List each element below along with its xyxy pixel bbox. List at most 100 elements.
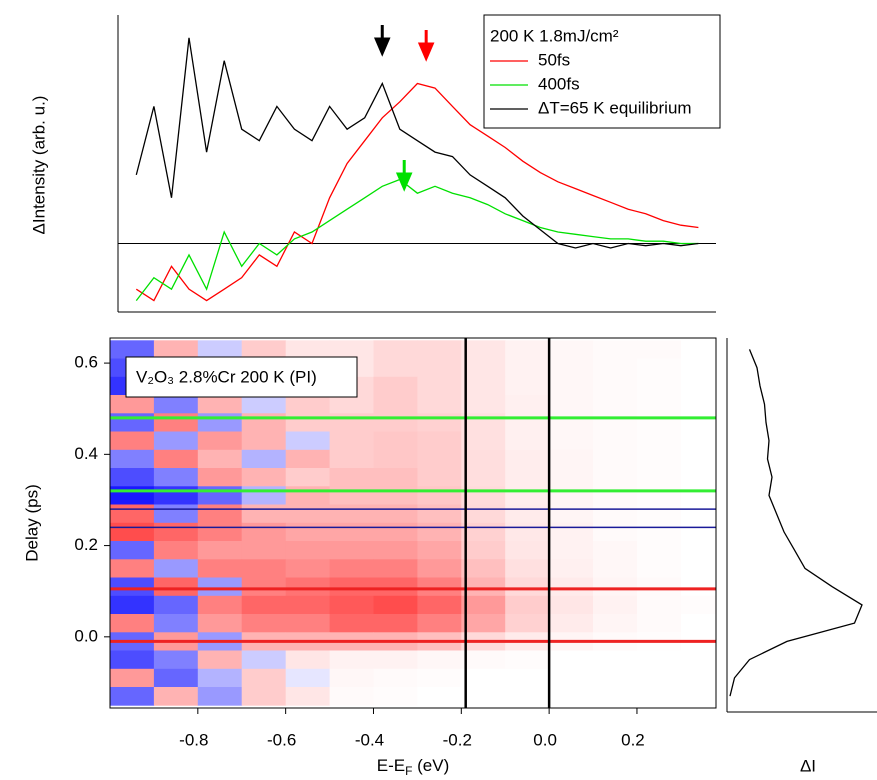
- x-tick-label: -0.8: [179, 730, 208, 749]
- heatmap-cell: [241, 468, 287, 487]
- heatmap-cell: [285, 614, 331, 633]
- heatmap-cell: [153, 431, 199, 451]
- heatmap-cell: [153, 522, 199, 542]
- heatmap-cell: [549, 504, 594, 524]
- heatmap-cell: [461, 541, 506, 560]
- heatmap-cell: [153, 413, 199, 432]
- heatmap-cell: [593, 486, 638, 505]
- heatmap-cell: [680, 614, 716, 633]
- heatmap-cell: [680, 559, 716, 578]
- x-label-main: E-E: [377, 756, 405, 775]
- heatmap-cell: [505, 431, 550, 451]
- heatmap-cell: [373, 358, 418, 378]
- heatmap-cell: [549, 668, 594, 688]
- heatmap-cell: [417, 650, 462, 670]
- heatmap-cell: [110, 504, 155, 524]
- heatmap-cell: [417, 541, 462, 560]
- heatmap-cell: [680, 431, 716, 451]
- heatmap-cell: [197, 431, 243, 451]
- heatmap-cell: [285, 577, 331, 597]
- heatmap-cell: [241, 413, 287, 432]
- heatmap-cell: [153, 468, 199, 487]
- heatmap-cell: [241, 504, 287, 524]
- heatmap-cell: [637, 468, 682, 487]
- heatmap-cell: [549, 541, 594, 560]
- heatmap-cell: [241, 431, 287, 451]
- heatmap-cell: [153, 577, 199, 597]
- heatmap-cell: [417, 504, 462, 524]
- heatmap-cell: [197, 413, 243, 432]
- heatmap-cell: [373, 687, 418, 706]
- heatmap-cell: [417, 431, 462, 451]
- heatmap-cell: [461, 559, 506, 578]
- heatmap-cell: [593, 687, 638, 706]
- heatmap-cell: [373, 668, 418, 688]
- heatmap-cell: [241, 577, 287, 597]
- heatmap-cell: [110, 395, 155, 414]
- heatmap-cell: [197, 395, 243, 414]
- heatmap-cell: [285, 559, 331, 578]
- heatmap-cell: [417, 395, 462, 414]
- heatmap-cell: [461, 577, 506, 597]
- heatmap-cell: [593, 449, 638, 469]
- heatmap-cell: [110, 668, 155, 688]
- x-tick-label: -0.2: [443, 730, 472, 749]
- heatmap-cell: [197, 559, 243, 578]
- heatmap-cell: [637, 541, 682, 560]
- heatmap-cell: [549, 559, 594, 578]
- heatmap-cell: [549, 449, 594, 469]
- heatmap-cell: [241, 340, 287, 359]
- heatmap-cell: [153, 340, 199, 359]
- heatmap-cell: [637, 559, 682, 578]
- heatmap-cell: [373, 559, 418, 578]
- heatmap-cell: [417, 486, 462, 505]
- heatmap-cell: [505, 504, 550, 524]
- heatmap-cell: [461, 431, 506, 451]
- heatmap-cell: [110, 449, 155, 469]
- heatmap-cell: [549, 376, 594, 396]
- heatmap-cell: [110, 413, 155, 432]
- heatmap-cell: [197, 541, 243, 560]
- heatmap-cell: [285, 595, 331, 615]
- heatmap-cell: [241, 687, 287, 706]
- heatmap-cell: [153, 449, 199, 469]
- heatmap-cell: [197, 522, 243, 542]
- legend-label: 400fs: [538, 74, 580, 93]
- heatmap-cell: [549, 522, 594, 542]
- heatmap-cell: [329, 468, 374, 487]
- heatmap-cell: [505, 650, 550, 670]
- heatmap-cell: [329, 687, 374, 706]
- heatmap-cell: [197, 468, 243, 487]
- heatmap-cell: [197, 577, 243, 597]
- heatmap-cell: [153, 486, 199, 505]
- heatmap-cell: [505, 577, 550, 597]
- heatmap-cell: [153, 395, 199, 414]
- heatmap-cell: [461, 468, 506, 487]
- heatmap-cell: [461, 687, 506, 706]
- heatmap-cell: [285, 504, 331, 524]
- heatmap-cell: [549, 358, 594, 378]
- heatmap-cell: [461, 650, 506, 670]
- heatmap-cell: [110, 559, 155, 578]
- heatmap-cell: [461, 595, 506, 615]
- heatmap-cell: [593, 614, 638, 633]
- y-tick-label: 0.0: [74, 626, 98, 645]
- heatmap-cell: [153, 668, 199, 688]
- heatmap-cell: [680, 595, 716, 615]
- heatmap-cell: [549, 395, 594, 414]
- frame: [109, 337, 717, 709]
- heatmap-cell: [505, 559, 550, 578]
- legend-label: ΔT=65 K equilibrium: [538, 98, 692, 117]
- heatmap-cell: [241, 522, 287, 542]
- heatmap-cell: [505, 376, 550, 396]
- heatmap-cell: [549, 687, 594, 706]
- heatmap-cell: [373, 486, 418, 505]
- heatmap-cell: [461, 504, 506, 524]
- y-tick-label: 0.6: [74, 353, 98, 372]
- heatmap-cell: [417, 668, 462, 688]
- legend-label: 50fs: [538, 50, 570, 69]
- heatmap-cell: [637, 668, 682, 688]
- heatmap-cell: [637, 358, 682, 378]
- heatmap-cell: [329, 449, 374, 469]
- heatmap-cell: [110, 468, 155, 487]
